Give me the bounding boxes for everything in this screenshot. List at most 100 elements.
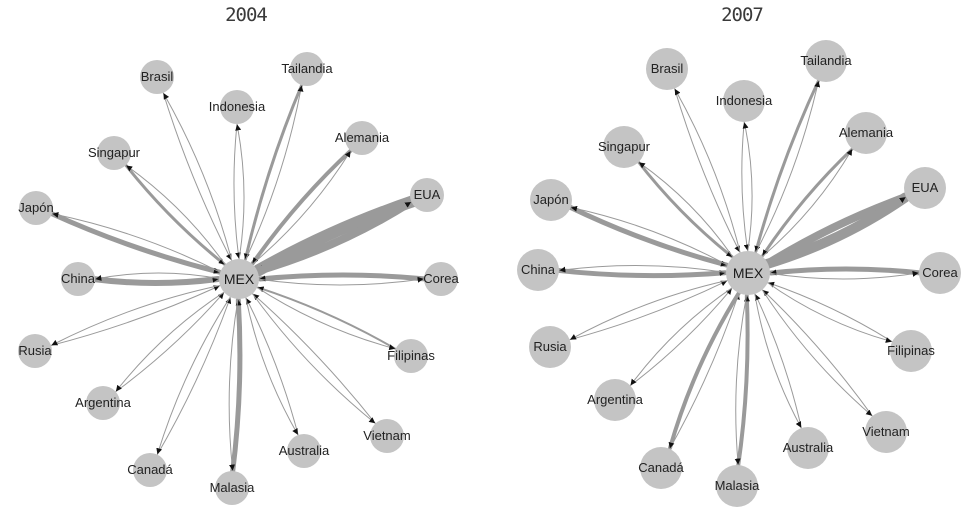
node-japon xyxy=(19,191,53,225)
node-label-alemania: Alemania xyxy=(839,125,894,140)
edge-mex-to-rusia xyxy=(570,279,730,340)
panel-title-2004: 2004 xyxy=(225,4,268,26)
node-label-tailandia: Tailandia xyxy=(281,61,333,76)
edges-2004 xyxy=(47,81,429,476)
node-rusia xyxy=(529,326,571,368)
edge-rusia-to-mex xyxy=(567,280,728,341)
edge-mex-to-malasia xyxy=(734,292,748,465)
node-label-japon: Japón xyxy=(533,192,568,207)
node-label-brasil: Brasil xyxy=(141,69,174,84)
node-canada xyxy=(640,447,682,489)
edge-mex-to-argentina xyxy=(630,286,734,386)
edge-indonesia-to-mex xyxy=(233,121,242,259)
node-tailandia xyxy=(805,40,847,82)
edge-japon-to-mex xyxy=(566,204,729,268)
edge-singapur-to-mex xyxy=(635,159,734,259)
edge-canada-to-mex xyxy=(668,293,740,452)
node-filipinas xyxy=(394,339,428,373)
node-label-japon: Japón xyxy=(18,200,53,215)
edge-filipinas-to-mex xyxy=(257,286,399,351)
node-label-china: China xyxy=(521,262,556,277)
edge-argentina-to-mex xyxy=(113,292,224,394)
edge-china-to-mex xyxy=(554,267,728,279)
edge-brasil-to-mex xyxy=(673,86,740,253)
node-label-corea: Corea xyxy=(423,271,459,286)
node-label-alemania: Alemania xyxy=(335,130,390,145)
hub-node-mex xyxy=(726,251,770,295)
node-brasil xyxy=(646,48,688,90)
edge-corea-to-mex xyxy=(257,272,429,282)
node-argentina xyxy=(594,379,636,421)
edge-mex-to-malasia xyxy=(228,296,239,471)
node-label-singapur: Singapur xyxy=(598,139,651,154)
edge-singapur-to-mex xyxy=(123,162,226,266)
edge-australia-to-mex xyxy=(245,298,300,438)
node-filipinas xyxy=(890,330,932,372)
edge-mex-to-eua xyxy=(251,198,415,276)
edge-mex-to-tailandia xyxy=(244,85,304,263)
node-label-china: China xyxy=(61,271,96,286)
edge-mex-to-indonesia xyxy=(235,124,245,262)
node-alemania xyxy=(845,112,887,154)
node-rusia xyxy=(18,334,52,368)
edge-china-to-mex xyxy=(90,276,221,286)
node-label-australia: Australia xyxy=(279,443,330,458)
edge-mex-to-tailandia xyxy=(754,81,821,255)
edge-tailandia-to-mex xyxy=(243,81,304,261)
node-vietnam xyxy=(370,419,404,453)
edges-2007 xyxy=(554,77,924,469)
node-alemania xyxy=(345,121,379,155)
node-argentina xyxy=(86,386,120,420)
edge-mex-to-filipinas xyxy=(765,281,892,343)
edge-alemania-to-mex xyxy=(250,147,355,266)
node-corea xyxy=(919,252,961,294)
node-label-eua: EUA xyxy=(414,187,441,202)
edge-mex-to-canada xyxy=(156,294,232,455)
edge-mex-to-filipinas xyxy=(254,285,396,351)
edge-rusia-to-mex xyxy=(48,285,220,347)
edge-corea-to-mex xyxy=(768,266,924,276)
node-australia xyxy=(287,434,321,468)
node-vietnam xyxy=(865,411,907,453)
edge-mex-to-singapur xyxy=(126,165,227,267)
node-malasia xyxy=(716,465,758,507)
node-label-singapur: Singapur xyxy=(88,145,141,160)
node-japon xyxy=(530,179,572,221)
edge-mex-to-japon xyxy=(571,205,730,267)
edge-mex-to-argentina xyxy=(115,290,227,392)
node-corea xyxy=(424,262,458,296)
edge-tailandia-to-mex xyxy=(754,77,821,253)
nodes-2007: Brasil Indonesia Tailandia Singapur Alemania… xyxy=(517,40,961,507)
edge-vietnam-to-mex xyxy=(762,289,874,419)
node-label-tailandia: Tailandia xyxy=(800,53,852,68)
node-label-canada: Canadá xyxy=(638,460,684,475)
node-label-australia: Australia xyxy=(783,440,834,455)
edge-mex-to-brasil xyxy=(163,93,233,263)
edge-mex-to-vietnam xyxy=(760,287,873,416)
edge-mex-to-singapur xyxy=(638,162,735,260)
edge-mex-to-china xyxy=(559,264,729,274)
edge-filipinas-to-mex xyxy=(768,281,895,344)
node-label-eua: EUA xyxy=(912,180,939,195)
node-singapur xyxy=(97,136,131,170)
edge-vietnam-to-mex xyxy=(252,293,378,426)
node-label-corea: Corea xyxy=(922,265,958,280)
node-label-vietnam: Vietnam xyxy=(862,424,909,439)
edge-mex-to-rusia xyxy=(51,284,223,346)
edge-mex-to-corea xyxy=(256,276,424,286)
edge-mex-to-china xyxy=(95,272,222,281)
hub-label-mex: MEX xyxy=(224,271,255,287)
edge-alemania-to-mex xyxy=(761,146,856,257)
edge-mex-to-australia xyxy=(754,291,802,428)
edge-malasia-to-mex xyxy=(230,297,243,476)
network-panel-2004: Brasil Indonesia Tailandia Singapur Alemania… xyxy=(18,52,459,505)
node-label-filipinas: Filipinas xyxy=(387,348,435,363)
node-label-indonesia: Indonesia xyxy=(209,99,266,114)
node-eua xyxy=(904,167,946,209)
edge-japon-to-mex xyxy=(47,210,222,275)
network-panel-2007: Brasil Indonesia Tailandia Singapur Alemania… xyxy=(517,40,961,507)
edge-mex-to-australia xyxy=(244,295,299,435)
edge-mex-to-brasil xyxy=(674,88,742,255)
